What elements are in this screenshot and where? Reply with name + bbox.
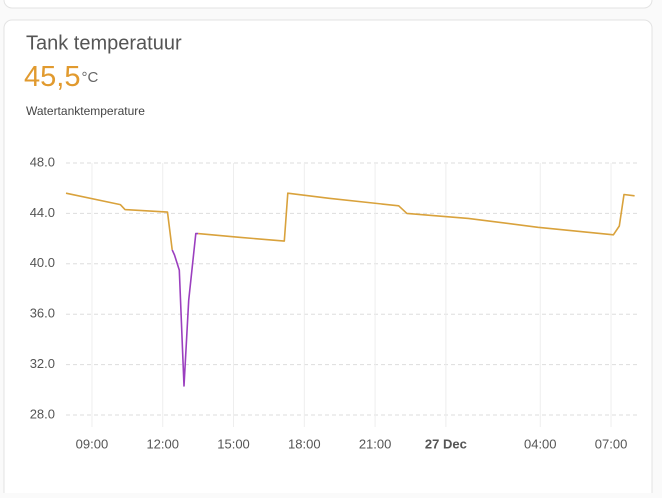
- state-value: 45,5°C: [24, 61, 98, 93]
- plot: 28.0 32.0 36.0 40.0 44.0 48.0 09:00 12:00 15:00 1…: [30, 154, 637, 451]
- x-tick-label: 27 Dec: [425, 436, 467, 451]
- y-tick-label: 28.0: [30, 406, 55, 421]
- unit: °C: [81, 69, 98, 86]
- y-tick-label: 32.0: [30, 356, 55, 371]
- series-line: [65, 192, 635, 250]
- value: 45,5: [24, 61, 80, 93]
- x-tick-label: 15:00: [217, 436, 250, 451]
- y-tick-label: 40.0: [30, 255, 55, 270]
- previous-card: [3, 0, 653, 9]
- sensor-card[interactable]: [3, 19, 653, 498]
- x-tick-label: 07:00: [595, 436, 628, 451]
- y-tick-label: 36.0: [30, 306, 55, 321]
- card-subtitle: Watertanktemperature: [26, 104, 145, 118]
- x-tick-label: 21:00: [359, 436, 392, 451]
- x-tick-label: 12:00: [146, 436, 179, 451]
- x-tick-label: 04:00: [524, 436, 557, 451]
- x-tick-label: 09:00: [76, 436, 109, 451]
- card-title: Tank temperatuur: [26, 32, 182, 54]
- x-tick-label: 18:00: [288, 436, 321, 451]
- series-line: [171, 232, 199, 387]
- y-tick-label: 48.0: [30, 154, 55, 169]
- y-tick-label: 44.0: [30, 205, 55, 220]
